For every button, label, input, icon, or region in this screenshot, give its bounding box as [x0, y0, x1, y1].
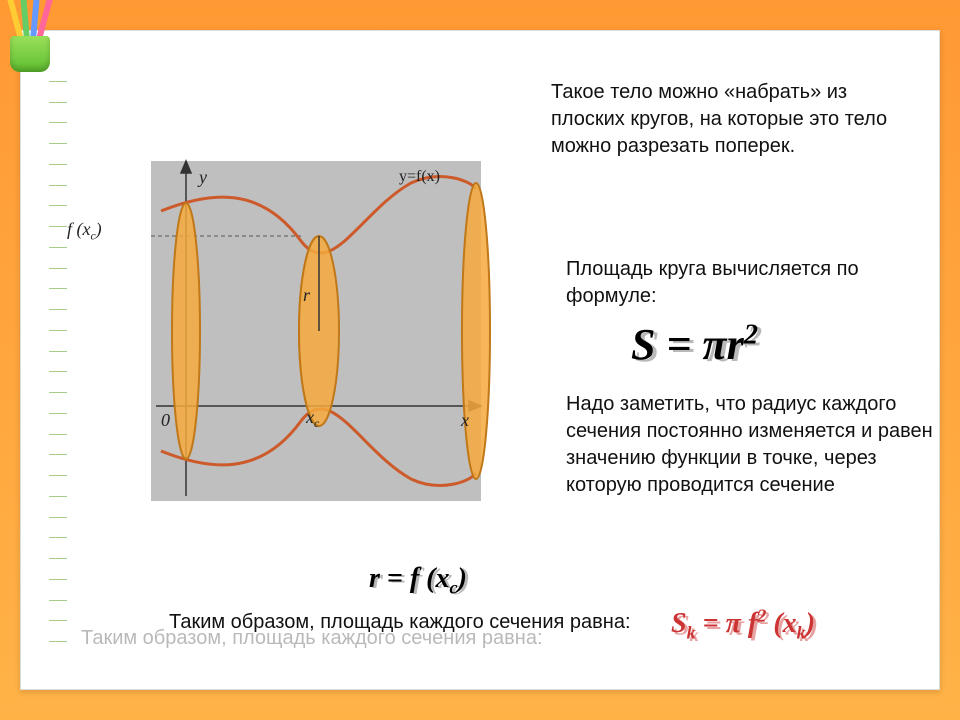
formula-sup: 2: [744, 319, 758, 350]
ruler-decoration: [49, 81, 51, 641]
pencil-cup-decoration: [6, 0, 56, 72]
formula-close: ): [806, 608, 815, 639]
formula-section-area: Sk = π f2 (xk) Sk = π f2 (xk): [671, 606, 815, 644]
paragraph-intro: Такое тело можно «набрать» из плоских кр…: [551, 79, 911, 160]
label-fxc-close: ): [96, 219, 102, 239]
formula-radius: r = f (xc) r = f (xc): [369, 563, 467, 599]
formula-ksub: k: [687, 623, 696, 643]
left-disc: [172, 203, 200, 459]
formula-close: ): [458, 563, 467, 594]
formula-open: (x: [766, 608, 796, 639]
formula-text: r = f (x: [369, 563, 450, 594]
label-xc-x: x: [305, 407, 314, 427]
formula-mid: = π f: [696, 608, 758, 639]
diagram-svg: y x 0 y=f(x) r xc: [131, 151, 491, 511]
formula-s: S: [671, 608, 687, 639]
label-r: r: [303, 285, 311, 305]
slide-content: Такое тело можно «набрать» из плоских кр…: [21, 31, 939, 689]
label-fxc-text: f (x: [67, 219, 90, 239]
label-x-axis: x: [460, 410, 469, 430]
cup-holder-icon: [10, 36, 50, 72]
formula-xksub: k: [797, 623, 806, 643]
right-disc: [462, 183, 490, 479]
formula-text: S = πr: [631, 320, 744, 369]
formula-sub: c: [450, 578, 458, 598]
slide-page: Такое тело можно «набрать» из плоских кр…: [20, 30, 940, 690]
formula-area-circle: S = πr2 S = πr2: [631, 319, 758, 370]
paragraph-radius-note: Надо заметить, что радиус каждого сечени…: [566, 391, 936, 499]
label-xc-sub: c: [314, 416, 320, 430]
paragraph-conclusion: Таким образом, площадь каждого сечения р…: [169, 609, 729, 636]
label-yfx: y=f(x): [399, 168, 440, 185]
formula-sup: 2: [757, 606, 766, 626]
rotation-body-diagram: y x 0 y=f(x) r xc f (xc): [131, 151, 491, 511]
label-origin: 0: [161, 410, 170, 430]
label-fxc: f (xc): [67, 219, 102, 243]
label-y-axis: y: [197, 167, 207, 187]
paragraph-area-formula-intro: Площадь круга вычисляется по формуле:: [566, 256, 926, 310]
